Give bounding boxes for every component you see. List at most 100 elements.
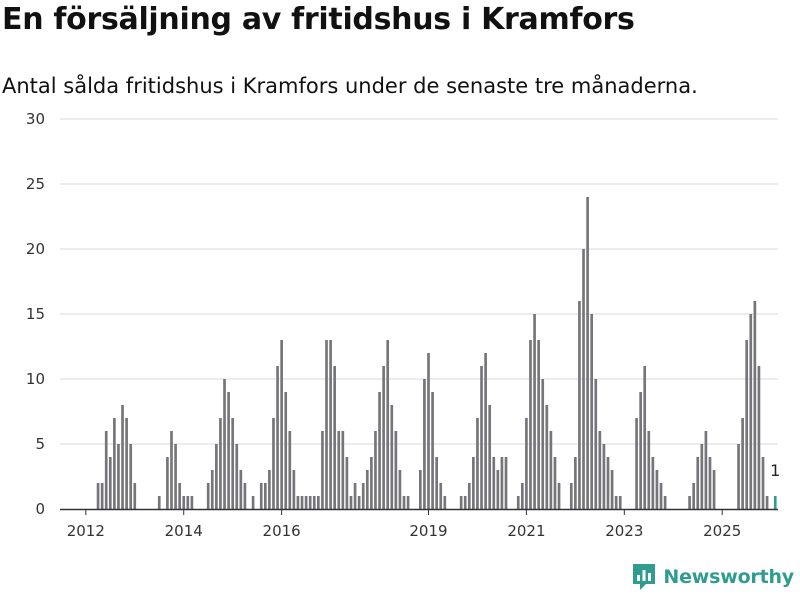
bar <box>117 444 120 509</box>
bar <box>439 483 443 509</box>
bar <box>504 457 508 509</box>
bar <box>480 366 483 509</box>
bar <box>700 444 704 509</box>
bar <box>300 496 304 509</box>
bar <box>574 457 577 509</box>
bar <box>753 301 757 509</box>
bar <box>659 483 663 509</box>
bar <box>133 483 137 509</box>
bar <box>100 483 104 509</box>
bar <box>598 431 602 509</box>
x-tick-label: 2019 <box>409 522 447 540</box>
bar <box>737 444 740 509</box>
bar <box>357 496 361 509</box>
bar <box>223 379 226 509</box>
bar <box>166 457 169 509</box>
bar <box>157 496 161 509</box>
bar <box>231 418 235 509</box>
bar <box>280 340 283 509</box>
x-tick-label: 2012 <box>67 522 105 540</box>
bar <box>614 496 618 509</box>
bar <box>745 340 749 509</box>
bar <box>374 431 377 509</box>
highlight-bar <box>773 496 777 509</box>
bar <box>639 392 642 509</box>
bar <box>349 496 353 509</box>
bar <box>496 470 500 509</box>
bar <box>423 379 426 509</box>
bar <box>251 496 255 509</box>
bar <box>329 340 332 509</box>
bar <box>337 431 341 509</box>
bar <box>419 470 422 509</box>
x-tick-label: 2021 <box>507 522 545 540</box>
bar <box>390 405 394 509</box>
bar <box>190 496 194 509</box>
bar <box>382 366 385 509</box>
bar <box>533 314 536 509</box>
bar <box>537 340 540 509</box>
y-tick-label: 25 <box>26 175 45 193</box>
bar <box>292 470 296 509</box>
bar <box>370 457 373 509</box>
chart-subtitle: Antal sålda fritidshus i Kramfors under … <box>2 74 698 98</box>
bar <box>696 457 700 509</box>
bar <box>304 496 308 509</box>
bar <box>402 496 406 509</box>
bar <box>692 483 696 509</box>
bar <box>741 418 744 509</box>
bar <box>259 483 263 509</box>
bar <box>215 444 218 509</box>
newsworthy-chart-icon <box>633 564 656 590</box>
bar <box>765 496 769 509</box>
bar <box>647 431 651 509</box>
bar <box>182 496 186 509</box>
bar <box>210 470 214 509</box>
bar <box>219 418 222 509</box>
bar <box>500 457 504 509</box>
bar <box>268 470 271 509</box>
bar <box>427 353 430 509</box>
bar <box>227 392 230 509</box>
grid-lines <box>60 118 778 445</box>
bar <box>545 405 549 509</box>
y-tick-label: 10 <box>26 370 45 388</box>
y-tick-label: 5 <box>35 435 45 453</box>
bar <box>186 496 190 509</box>
bar <box>708 457 712 509</box>
x-tick-label: 2014 <box>165 522 203 540</box>
bar <box>525 418 528 509</box>
bar <box>361 483 365 509</box>
bar <box>643 366 647 509</box>
y-axis-ticks: 0 5 10 15 20 25 30 <box>26 110 45 518</box>
bar <box>549 431 553 509</box>
y-tick-label: 15 <box>26 305 45 323</box>
bar <box>378 392 381 509</box>
bar <box>467 483 471 509</box>
bar <box>341 431 345 509</box>
bar <box>569 483 573 509</box>
bar <box>749 314 753 509</box>
bar <box>365 470 369 509</box>
x-axis-ticks: 2012 2014 2016 2019 2021 2023 2025 <box>67 509 741 540</box>
bar <box>484 353 487 509</box>
bar <box>308 496 312 509</box>
bar <box>321 431 324 509</box>
bar <box>333 366 337 509</box>
bar <box>284 392 288 509</box>
bar <box>704 431 708 509</box>
bar <box>618 496 622 509</box>
bar <box>394 431 398 509</box>
bar <box>235 444 239 509</box>
bar <box>492 457 496 509</box>
bar <box>398 470 402 509</box>
x-tick-label: 2025 <box>703 522 741 540</box>
bar <box>557 483 561 509</box>
bar <box>386 340 390 509</box>
bar <box>435 457 438 509</box>
bar <box>96 483 100 509</box>
bar <box>712 470 716 509</box>
bar <box>296 496 300 509</box>
bar <box>325 340 328 509</box>
